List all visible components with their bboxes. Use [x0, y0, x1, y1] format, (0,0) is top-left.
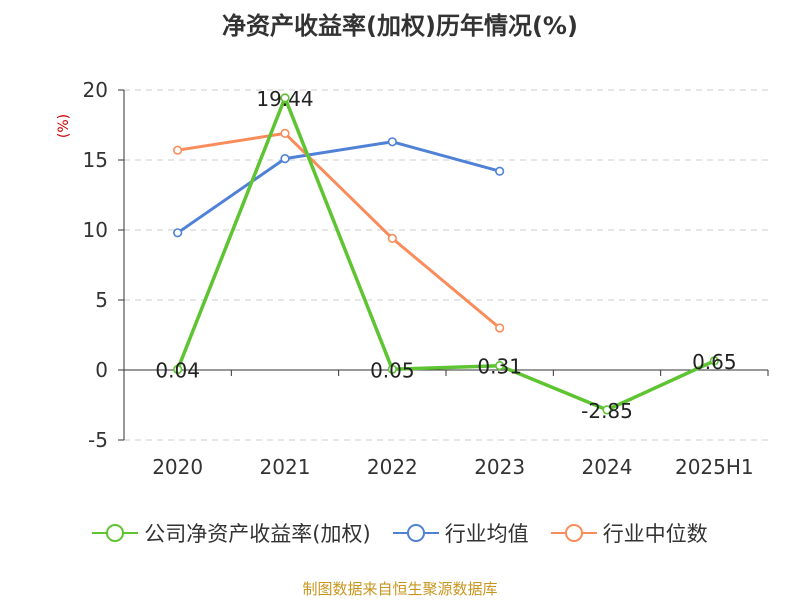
series-point-2 — [495, 323, 505, 333]
y-tick-label: 10 — [83, 218, 108, 242]
data-label: 0.31 — [477, 355, 522, 379]
legend-item-industry-mean[interactable]: 行业均值 — [392, 518, 529, 548]
series-point-0 — [709, 356, 719, 366]
series-point-2 — [387, 233, 397, 243]
data-labels: 0.04 19.44 0.05 0.31 -2.85 0.65 — [155, 87, 736, 423]
series-point-1 — [495, 166, 505, 176]
legend-item-industry-median[interactable]: 行业中位数 — [550, 518, 708, 548]
series-point-2 — [173, 145, 183, 155]
chart-title: 净资产收益率(加权)历年情况(%) — [222, 12, 578, 40]
series-point-0 — [602, 405, 612, 415]
y-tick-label: 15 — [83, 148, 108, 172]
series-point-1 — [280, 154, 290, 164]
data-label: 0.65 — [692, 350, 737, 374]
series-point-1 — [387, 137, 397, 147]
legend: 公司净资产收益率(加权) 行业均值 行业中位数 — [0, 518, 800, 548]
series-point-1 — [173, 228, 183, 238]
x-tick-label: 2025H1 — [675, 455, 754, 479]
y-tick-label: 5 — [95, 288, 108, 312]
x-tick-label: 2021 — [260, 455, 311, 479]
data-label: 0.05 — [370, 358, 415, 382]
legend-label-company-roe: 公司净资产收益率(加权) — [144, 522, 371, 546]
data-label: 0.04 — [155, 358, 200, 382]
legend-swatch-company-roe — [92, 524, 139, 542]
x-tick-label: 2022 — [367, 455, 418, 479]
series-point-0 — [173, 364, 183, 375]
series-point-0 — [495, 361, 505, 371]
data-label: -2.85 — [581, 399, 633, 423]
series-point-2 — [280, 128, 290, 138]
series-line-1 — [176, 140, 501, 235]
y-tick-label: 20 — [83, 78, 108, 102]
y-tick-label: 0 — [95, 358, 108, 382]
legend-item-company-roe[interactable]: 公司净资产收益率(加权) — [92, 518, 371, 548]
x-tick-label: 2020 — [152, 455, 203, 479]
source-note: 制图数据来自恒生聚源数据库 — [302, 580, 498, 598]
legend-swatch-industry-mean — [392, 524, 439, 542]
legend-swatch-industry-median — [550, 524, 597, 542]
legend-label-industry-mean: 行业均值 — [444, 522, 529, 546]
legend-label-industry-median: 行业中位数 — [602, 522, 708, 546]
y-tick-label: -5 — [88, 428, 108, 452]
data-label: 19.44 — [256, 87, 313, 111]
y-axis-unit-label: (%) — [56, 114, 72, 138]
x-tick-label: 2023 — [474, 455, 525, 479]
series-point-0 — [280, 93, 290, 103]
series-line-0 — [176, 96, 716, 412]
series-point-0 — [387, 364, 397, 374]
x-tick-label: 2024 — [582, 455, 633, 479]
series-lines — [173, 93, 719, 415]
series-line-2 — [177, 131, 501, 330]
